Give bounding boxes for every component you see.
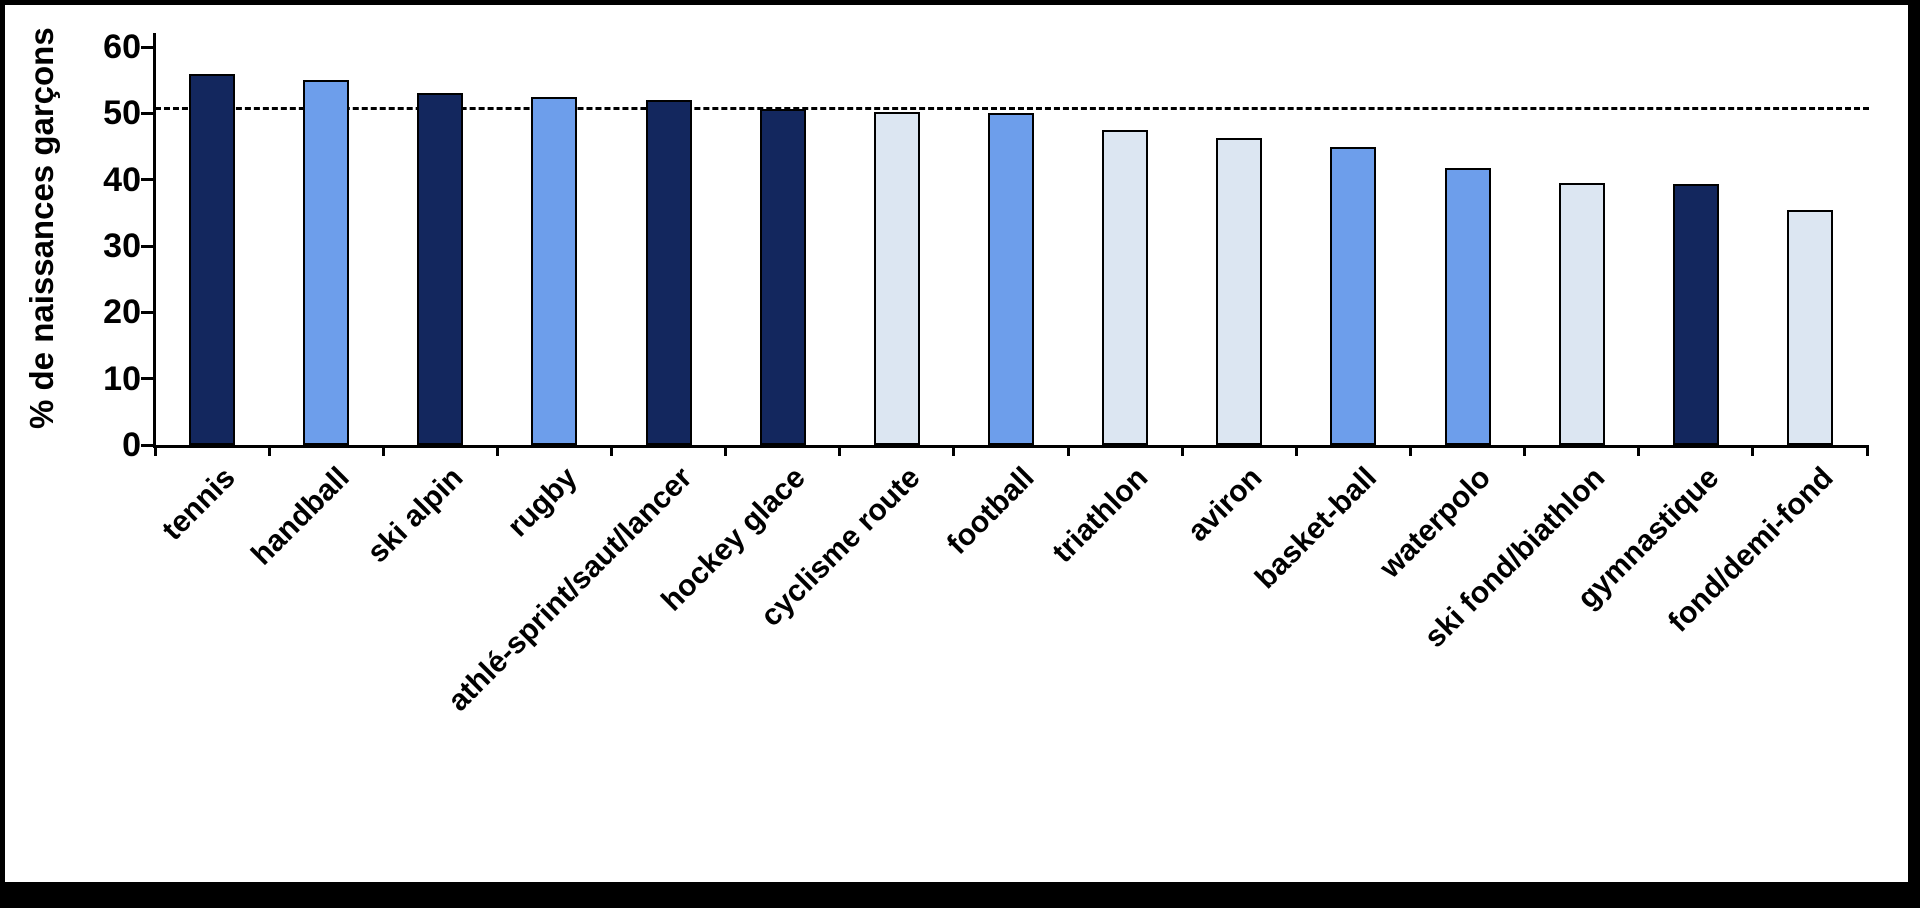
bar [1102, 129, 1149, 445]
bar [1444, 168, 1491, 445]
bar [873, 112, 920, 445]
y-tick-label: 30 [103, 227, 141, 265]
bar [1216, 137, 1263, 445]
x-axis-label: basket-ball [1248, 461, 1383, 596]
bar [417, 93, 464, 445]
y-tick-label: 50 [103, 94, 141, 133]
x-axis-tick [610, 445, 614, 456]
x-axis-tick [1180, 445, 1184, 456]
x-axis-tick [267, 445, 271, 456]
x-axis-label: tennis [155, 461, 242, 547]
x-axis-label: waterpolo [1373, 461, 1497, 585]
bar [1330, 146, 1377, 445]
x-axis-tick [153, 445, 157, 456]
x-axis-label: handball [244, 461, 356, 572]
x-axis-tick [1408, 445, 1412, 456]
x-axis-tick [1294, 445, 1298, 456]
y-axis-line [153, 33, 156, 448]
x-axis-tick [1523, 445, 1527, 456]
x-axis-tick [838, 445, 842, 456]
bar [1558, 182, 1605, 445]
bar-chart: % de naissances garçons 0 10 20 30 40 50 60 ten… [5, 5, 1908, 882]
x-axis-line [153, 445, 1869, 448]
bar [1672, 184, 1719, 445]
x-axis-tick [724, 445, 728, 456]
y-axis-tick [141, 377, 153, 381]
x-axis-tick [1751, 445, 1755, 456]
y-axis-tick [141, 111, 153, 115]
y-axis-tick [141, 244, 153, 248]
y-tick-label: 20 [103, 293, 141, 332]
y-axis-tick [141, 178, 153, 182]
x-axis-label: rugby [501, 461, 584, 544]
x-axis-tick [1865, 445, 1869, 456]
y-tick-label: 0 [122, 426, 141, 464]
y-tick-label: 60 [103, 28, 141, 66]
y-tick-label: 10 [103, 359, 141, 398]
x-axis-tick [952, 445, 956, 456]
y-tick-label: 40 [103, 160, 141, 199]
x-axis-label: aviron [1181, 461, 1269, 548]
bar [189, 73, 236, 445]
x-axis-label: ski alpin [361, 461, 470, 570]
x-axis-label: triathlon [1046, 461, 1155, 570]
bar [303, 80, 350, 445]
bar [645, 100, 692, 445]
bar [1786, 210, 1833, 445]
bar [531, 96, 578, 445]
bar [988, 113, 1034, 445]
x-axis-label: football [940, 461, 1041, 561]
chart-canvas: % de naissances garçons 0 10 20 30 40 50 60 ten… [5, 5, 1908, 882]
x-axis-tick [1637, 445, 1641, 456]
bar [759, 108, 806, 445]
reference-line [155, 106, 1869, 110]
x-axis-tick [1066, 445, 1070, 456]
y-axis-tick [141, 443, 153, 447]
x-axis-tick [495, 445, 499, 456]
y-axis-tick [141, 45, 153, 49]
x-axis-tick [381, 445, 385, 456]
y-axis-tick [141, 310, 153, 314]
